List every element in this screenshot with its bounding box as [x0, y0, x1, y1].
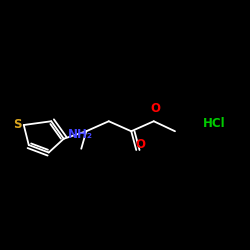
Text: S: S: [13, 118, 22, 131]
Text: HCl: HCl: [202, 117, 225, 130]
Text: NH₂: NH₂: [68, 128, 92, 141]
Text: O: O: [150, 102, 160, 115]
Text: O: O: [135, 138, 145, 151]
